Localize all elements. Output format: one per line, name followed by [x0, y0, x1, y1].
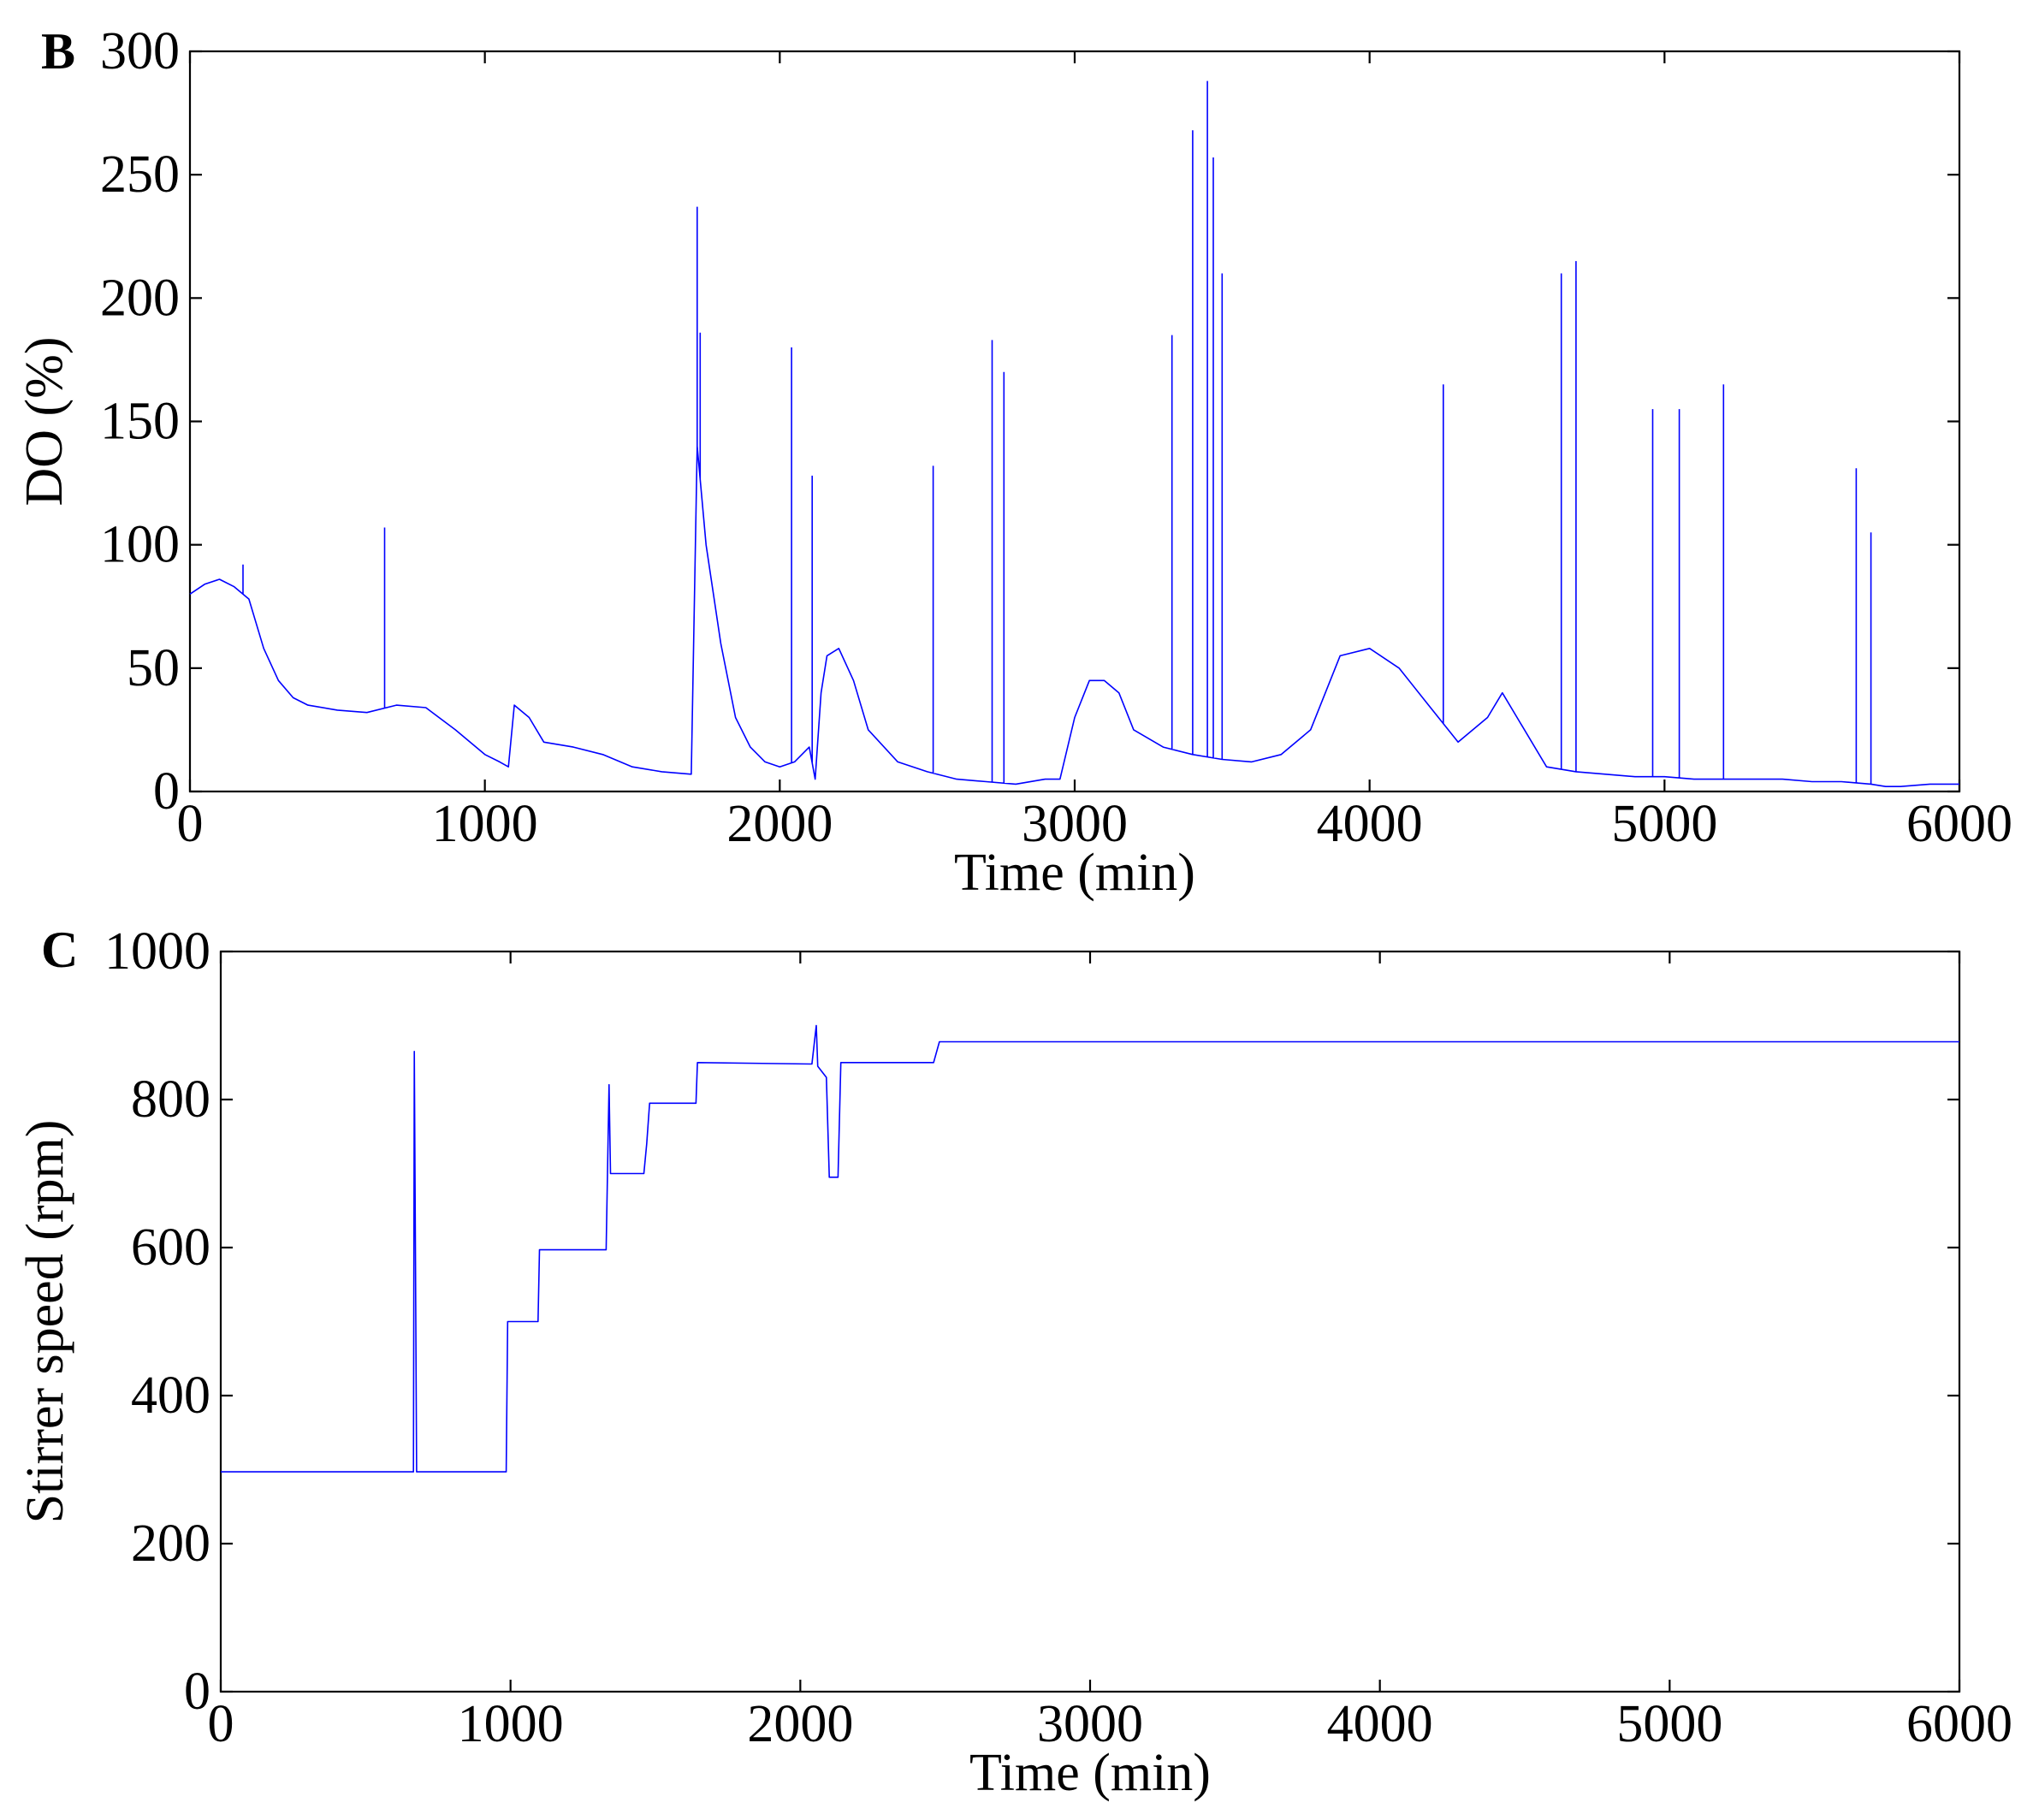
y-axis-ticks: 0 50 100 150 200 250 300: [100, 22, 1959, 821]
y-tick-label: 0: [153, 762, 180, 821]
x-tick-label: 0: [177, 795, 204, 853]
y-tick-label: 200: [131, 1515, 210, 1573]
panel-c-stirrer-chart: C 0 200 400 600 800 1000 0 1000 2000 3000 4000 500…: [16, 922, 2012, 1802]
y-tick-label: 100: [100, 516, 180, 574]
y-tick-label: 400: [131, 1366, 210, 1425]
x-tick-label: 1000: [432, 795, 538, 853]
x-tick-label: 6000: [1906, 1695, 2012, 1753]
y-tick-label: 800: [131, 1070, 210, 1129]
y-axis-label: DO (%): [15, 337, 74, 507]
x-tick-label: 5000: [1616, 1695, 1722, 1753]
y-tick-label: 200: [100, 269, 180, 327]
y-axis-label: Stirrer speed (rpm): [16, 1120, 74, 1524]
x-tick-label: 4000: [1317, 795, 1423, 853]
panel-label-c: C: [41, 922, 78, 978]
x-axis-ticks: 0 1000 2000 3000 4000 5000 6000: [208, 951, 2012, 1753]
x-tick-label: 5000: [1611, 795, 1717, 853]
x-tick-label: 4000: [1327, 1695, 1433, 1753]
y-axis-ticks: 0 200 400 600 800 1000: [104, 922, 1959, 1721]
y-tick-label: 150: [100, 393, 180, 451]
x-tick-label: 2000: [747, 1695, 853, 1753]
series-line-0: [189, 80, 1959, 787]
series-line-0: [221, 1024, 1959, 1473]
x-axis-label: Time (min): [969, 1744, 1211, 1802]
plot-frame: [219, 950, 1961, 1693]
x-tick-label: 0: [208, 1695, 234, 1753]
x-axis-ticks: 0 1000 2000 3000 4000 5000 6000: [177, 51, 2012, 853]
x-axis-label: Time (min): [954, 844, 1195, 902]
x-tick-label: 2000: [726, 795, 833, 853]
x-tick-label: 3000: [1037, 1695, 1143, 1753]
series-group: [189, 80, 1959, 787]
panel-b-do-chart: B 0 50 100 150 200 250 300 0 1000 2000 3000 4000 50…: [15, 22, 2012, 902]
x-tick-label: 3000: [1022, 795, 1128, 853]
y-tick-label: 50: [127, 639, 180, 697]
y-tick-label: 1000: [104, 922, 210, 981]
y-tick-label: 300: [100, 22, 180, 80]
y-tick-label: 600: [131, 1218, 210, 1277]
x-tick-label: 1000: [458, 1695, 564, 1753]
panel-label-b: B: [41, 23, 75, 80]
x-tick-label: 6000: [1906, 795, 2012, 853]
series-group: [221, 1024, 1959, 1473]
plot-frame: [188, 50, 1961, 793]
y-tick-label: 250: [100, 145, 180, 204]
y-tick-label: 0: [184, 1663, 210, 1721]
